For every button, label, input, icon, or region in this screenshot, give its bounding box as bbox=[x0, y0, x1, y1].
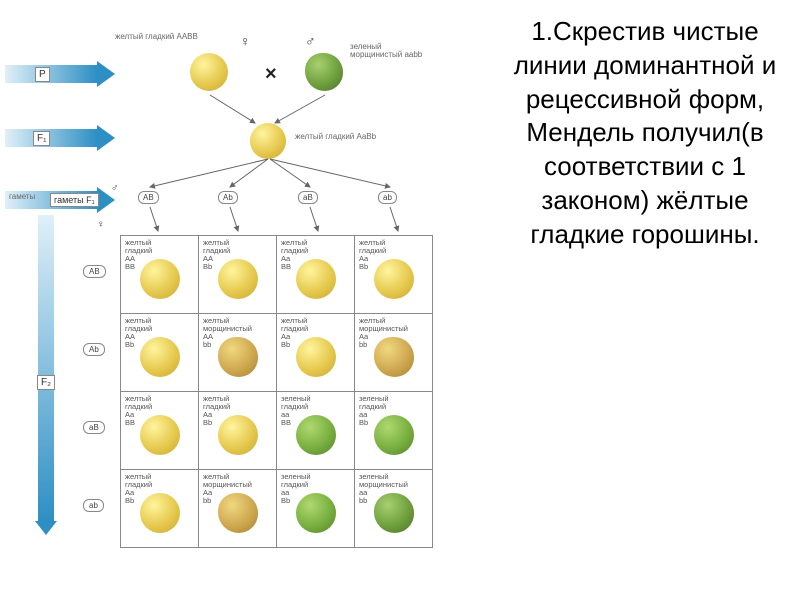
punnett-cell-1-2: желтыйгладкийAaBb bbox=[277, 314, 355, 392]
punnett-cell-3-1: желтыйморщинистыйAabb bbox=[199, 470, 277, 548]
arrow-P bbox=[5, 61, 115, 87]
punnett-cell-3-3: зеленыйморщинистыйaabb bbox=[355, 470, 433, 548]
arrow-F1 bbox=[5, 125, 115, 151]
punnett-cell-1-0: желтыйгладкийAABb bbox=[121, 314, 199, 392]
gamete-top-2: aB bbox=[298, 191, 318, 204]
punnett-cell-2-1: желтыйгладкийAaBb bbox=[199, 392, 277, 470]
punnett-cell-1-3: желтыйморщинистыйAabb bbox=[355, 314, 433, 392]
gen-label-gametesF1: гаметы F₁ bbox=[50, 193, 99, 207]
cell-pea-icon bbox=[140, 493, 180, 533]
cell-pea-icon bbox=[374, 493, 414, 533]
arrows-F1-to-gametes bbox=[120, 155, 440, 193]
punnett-cell-0-2: желтыйгладкийAaBB bbox=[277, 236, 355, 314]
cell-pea-icon bbox=[296, 259, 336, 299]
cell-pea-icon bbox=[140, 259, 180, 299]
gamete-top-3: ab bbox=[378, 191, 397, 204]
pea-F1 bbox=[250, 123, 286, 159]
pea-father bbox=[305, 53, 343, 91]
cell-pea-icon bbox=[374, 259, 414, 299]
punnett-cell-1-1: желтыйморщинистыйAAbb bbox=[199, 314, 277, 392]
punnett-cell-0-1: желтыйгладкийAABb bbox=[199, 236, 277, 314]
gamete-left-3: ab bbox=[83, 499, 104, 512]
main-explanatory-text: 1.Скрестив чистые линии доминантной и ре… bbox=[505, 15, 785, 252]
cell-pea-icon bbox=[218, 415, 258, 455]
cross-symbol: × bbox=[265, 63, 277, 86]
gamete-left-1: Ab bbox=[83, 343, 105, 356]
cell-pea-icon bbox=[140, 415, 180, 455]
punnett-cell-2-2: зеленыйгладкийaaBB bbox=[277, 392, 355, 470]
parent-father-label: зеленый морщинистый aabb bbox=[350, 43, 425, 60]
gamete-top-1: Ab bbox=[218, 191, 238, 204]
cell-pea-icon bbox=[296, 337, 336, 377]
gamete-top-0: AB bbox=[138, 191, 159, 204]
gametes-male-symbol: ♂ bbox=[111, 183, 119, 194]
cell-pea-icon bbox=[374, 337, 414, 377]
punnett-cell-2-3: зеленыйгладкийaaBb bbox=[355, 392, 433, 470]
punnett-cell-0-0: желтыйгладкийAABB bbox=[121, 236, 199, 314]
female-symbol: ♀ bbox=[240, 33, 251, 49]
cell-pea-icon bbox=[218, 337, 258, 377]
gametes-label: гаметы bbox=[9, 193, 35, 201]
gametes-female-symbol: ♀ bbox=[97, 219, 105, 230]
male-symbol: ♂ bbox=[305, 33, 316, 49]
punnett-square: желтыйгладкийAABBжелтыйгладкийAABbжелтый… bbox=[120, 235, 433, 548]
cell-pea-icon bbox=[374, 415, 414, 455]
cell-pea-icon bbox=[296, 493, 336, 533]
gen-label-P: P bbox=[35, 67, 50, 82]
gamete-left-2: aB bbox=[83, 421, 105, 434]
punnett-cell-3-2: зеленыйгладкийaaBb bbox=[277, 470, 355, 548]
punnett-cell-2-0: желтыйгладкийAaBB bbox=[121, 392, 199, 470]
pea-mother bbox=[190, 53, 228, 91]
cell-pea-icon bbox=[218, 259, 258, 299]
punnett-cell-3-0: желтыйгладкийAaBb bbox=[121, 470, 199, 548]
gamete-left-0: AB bbox=[83, 265, 106, 278]
punnett-cell-0-3: желтыйгладкийAaBb bbox=[355, 236, 433, 314]
cell-pea-icon bbox=[296, 415, 336, 455]
gen-label-F2: F₂ bbox=[37, 375, 55, 390]
cell-pea-icon bbox=[140, 337, 180, 377]
arrows-gametes-to-grid bbox=[120, 205, 440, 235]
gen-label-F1: F₁ bbox=[33, 131, 50, 146]
f1-label: желтый гладкий AaBb bbox=[295, 133, 376, 141]
parent-mother-label: желтый гладкий AABB bbox=[115, 33, 198, 41]
cell-pea-icon bbox=[218, 493, 258, 533]
